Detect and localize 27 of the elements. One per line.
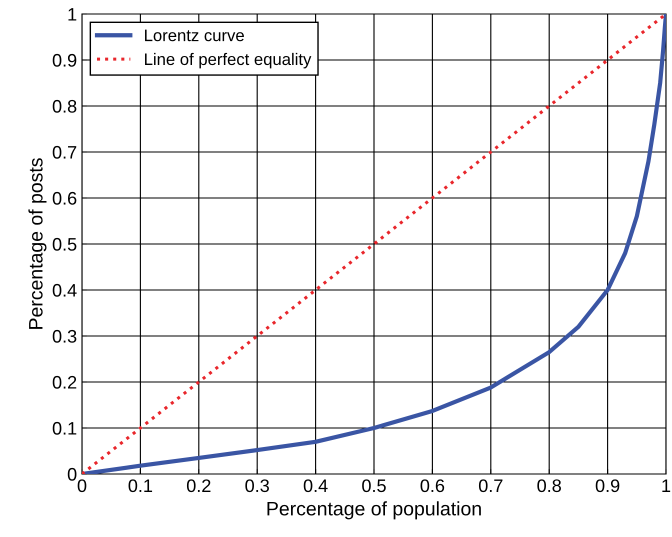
x-tick-label: 0.6	[420, 479, 444, 492]
y-tick-label: 0.7	[52, 146, 76, 159]
y-tick-label: 0.3	[52, 330, 76, 343]
x-axis-title: Percentage of population	[267, 501, 481, 520]
x-tick-label: 0.5	[362, 479, 386, 492]
x-tick-label: 0.2	[186, 479, 210, 492]
x-tick-label: 1	[662, 480, 670, 492]
x-tick-label: 0.1	[128, 479, 152, 492]
y-tick-label: 0.8	[52, 100, 76, 113]
y-tick-label: 0.5	[52, 238, 76, 251]
y-tick-label: 1	[68, 8, 76, 21]
x-tick-label: 0.7	[478, 479, 502, 492]
y-tick-label: 0.2	[52, 376, 76, 389]
y-axis-title: Percentage of posts	[28, 158, 46, 329]
x-tick-label: 0	[78, 479, 86, 492]
legend-label: Line of perfect equality	[145, 52, 312, 68]
y-tick-label: 0.1	[52, 422, 76, 435]
x-tick-label: 0.9	[596, 479, 620, 492]
y-tick-label: 0	[68, 468, 76, 481]
legend-label: Lorentz curve	[145, 30, 244, 42]
x-tick-label: 0.4	[304, 479, 328, 492]
x-tick-label: 0.8	[537, 479, 561, 492]
y-tick-label: 0.9	[52, 54, 76, 67]
x-tick-label: 0.3	[245, 479, 269, 492]
y-tick-label: 0.6	[52, 192, 76, 205]
line-series	[82, 14, 666, 474]
y-tick-label: 0.4	[52, 284, 77, 297]
